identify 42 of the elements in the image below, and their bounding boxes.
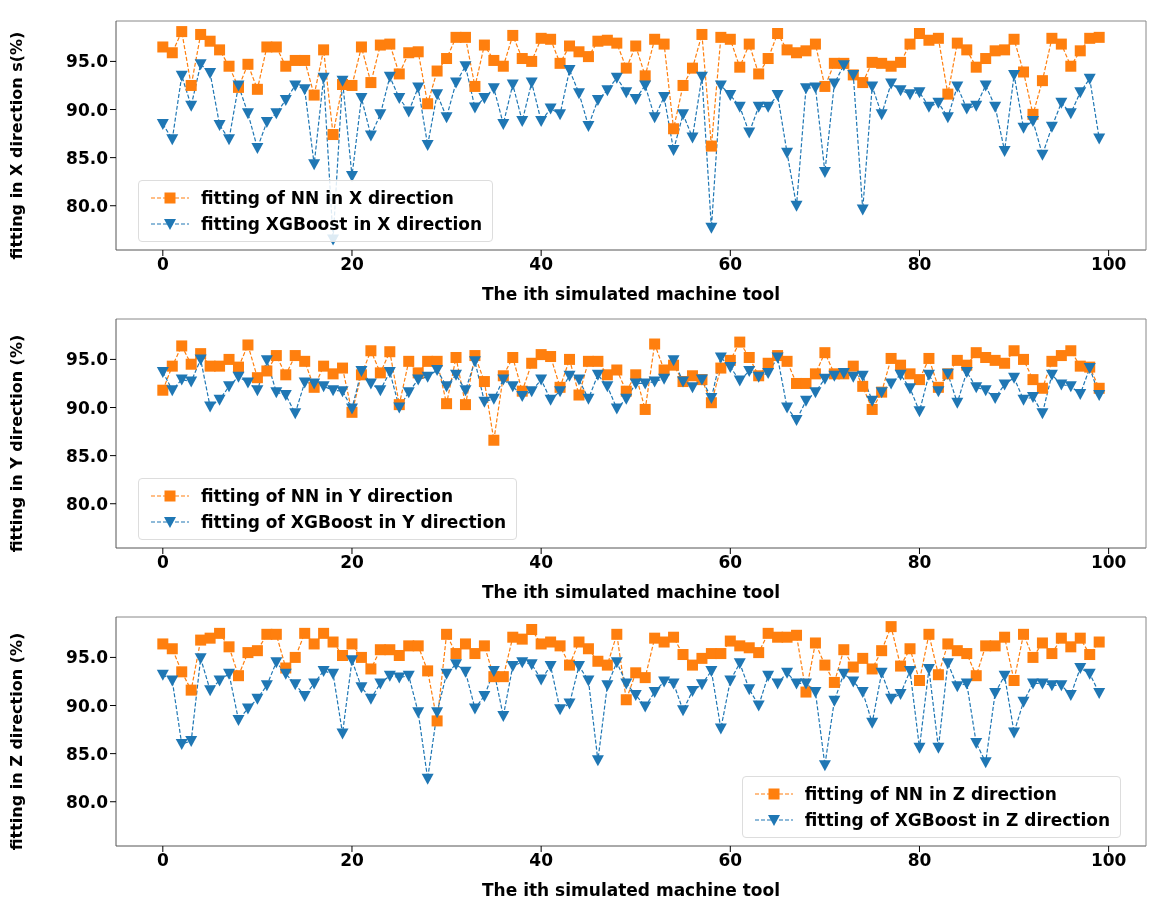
- y-tick-label: 85.0: [66, 147, 109, 168]
- x-tick-label: 0: [156, 552, 169, 573]
- y-tick-label: 80.0: [66, 493, 109, 514]
- x-tick-label: 40: [529, 552, 554, 573]
- legend-label: fitting of NN in X direction: [201, 187, 454, 210]
- y-tick-label: 90.0: [66, 695, 109, 716]
- legend-label: fitting of XGBoost in Z direction: [804, 809, 1110, 832]
- x-tick-label: 40: [529, 254, 554, 275]
- x-tick-label: 20: [340, 850, 364, 871]
- x-tick-label: 100: [1090, 254, 1127, 275]
- x-tick-label: 100: [1090, 850, 1127, 871]
- x-tick-label: 60: [718, 850, 743, 871]
- x-axis-title: The ith simulated machine tool: [482, 880, 780, 900]
- x-axis-title: The ith simulated machine tool: [482, 284, 780, 304]
- legend-label: fitting of NN in Z direction: [804, 783, 1057, 806]
- y-tick-label: 95.0: [66, 647, 109, 668]
- y-tick-label: 95.0: [66, 349, 109, 370]
- y-tick-label: 85.0: [66, 445, 109, 466]
- y-tick-label: 90.0: [66, 397, 109, 418]
- legend-label: fitting of XGBoost in Y direction: [201, 511, 507, 534]
- y-tick-label: 80.0: [66, 195, 109, 216]
- x-tick-label: 20: [340, 254, 364, 275]
- x-tick-label: 80: [907, 850, 932, 871]
- y-tick-label: 80.0: [66, 791, 109, 812]
- x-axis-title: The ith simulated machine tool: [482, 582, 780, 602]
- x-tick-label: 20: [340, 552, 364, 573]
- x-tick-label: 100: [1090, 552, 1127, 573]
- x-tick-label: 80: [907, 552, 932, 573]
- x-tick-label: 40: [529, 850, 554, 871]
- x-tick-label: 60: [718, 552, 743, 573]
- y-axis-title: fitting in X direction s(%): [6, 31, 26, 260]
- y-axis-title: fitting in Z direction (%): [6, 632, 26, 851]
- y-tick-label: 95.0: [66, 51, 109, 72]
- y-tick-label: 85.0: [66, 743, 109, 764]
- x-tick-label: 60: [718, 254, 743, 275]
- x-tick-label: 80: [907, 254, 932, 275]
- y-tick-label: 90.0: [66, 99, 109, 120]
- x-tick-label: 0: [156, 850, 169, 871]
- legend-label: fitting of NN in Y direction: [201, 485, 454, 508]
- y-axis-title: fitting in Y direction (%): [6, 334, 26, 553]
- x-tick-label: 0: [156, 254, 169, 275]
- legend-label: fitting XGBoost in X direction: [201, 213, 483, 236]
